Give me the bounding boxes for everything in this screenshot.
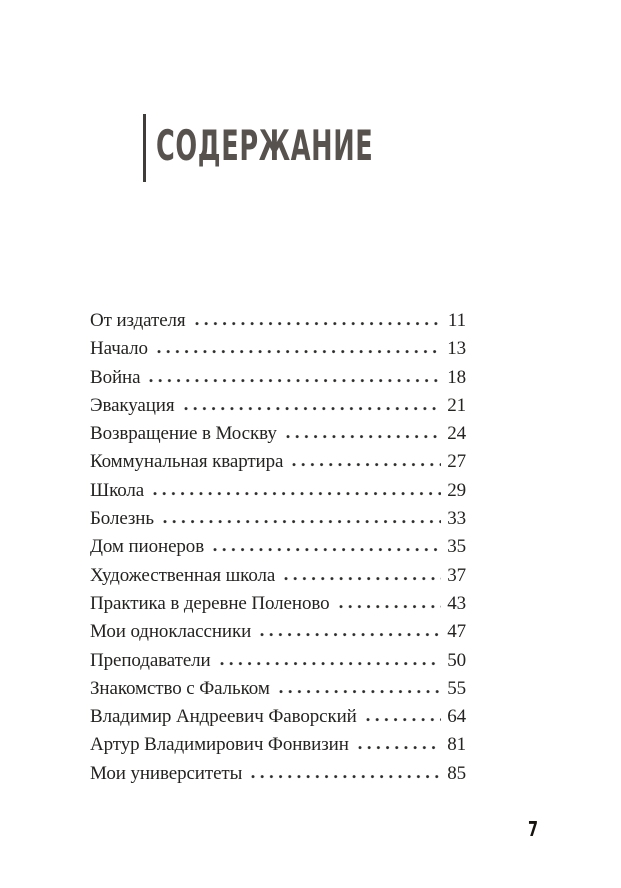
toc-entry: Преподаватели 50 <box>90 647 466 675</box>
toc-entry: Начало 13 <box>90 335 466 363</box>
toc-entry: Война 18 <box>90 364 466 392</box>
toc-entry: Дом пионеров 35 <box>90 533 466 561</box>
toc-entry: Артур Владимирович Фонвизин 81 <box>90 731 466 759</box>
dot-leader <box>357 745 442 751</box>
toc-entry-page: 13 <box>447 338 466 360</box>
dot-leader <box>183 405 442 411</box>
dot-leader <box>153 490 442 496</box>
dot-leader <box>285 434 442 440</box>
toc-entry-title: Практика в деревне Поленово <box>90 592 330 614</box>
dot-leader <box>365 717 442 723</box>
toc-entry-title: Мои одноклассники <box>90 621 252 643</box>
toc-entry: Мои университеты 85 <box>90 760 466 788</box>
toc-entry: От издателя 11 <box>90 307 466 335</box>
dot-leader <box>292 462 442 468</box>
toc-entry: Болезнь 33 <box>90 505 466 533</box>
toc-entry-page: 21 <box>447 394 466 416</box>
toc-entry-page: 64 <box>447 706 466 728</box>
dot-leader <box>284 575 442 581</box>
toc-entry-title: Знакомство с Фальком <box>90 677 270 699</box>
toc-entry-page: 35 <box>447 536 466 558</box>
toc-entry-page: 37 <box>447 564 466 586</box>
toc-entry-title: Артур Владимирович Фонвизин <box>90 734 349 756</box>
toc-entry-page: 29 <box>447 479 466 501</box>
page-title: СОДЕРЖАНИЕ <box>156 121 374 170</box>
toc-entry-page: 43 <box>447 592 466 614</box>
toc-entry: Владимир Андреевич Фаворский 64 <box>90 703 466 731</box>
toc-entry-page: 47 <box>447 621 466 643</box>
toc-entry-title: Дом пионеров <box>90 536 205 558</box>
toc-entry-page: 55 <box>447 677 466 699</box>
page-number: 7 <box>527 817 539 841</box>
dot-leader <box>338 603 442 609</box>
toc-entry: Практика в деревне Поленово 43 <box>90 590 466 618</box>
toc-entry-page: 24 <box>447 423 466 445</box>
table-of-contents: От издателя 11 Начало 13 Война 18 Эвакуа… <box>90 307 466 788</box>
toc-entry-title: Болезнь <box>90 508 154 530</box>
toc-entry-page: 85 <box>447 762 466 784</box>
toc-entry-page: 11 <box>447 310 466 331</box>
toc-entry-title: Эвакуация <box>90 394 175 416</box>
toc-entry: Знакомство с Фальком 55 <box>90 675 466 703</box>
toc-entry-page: 33 <box>447 508 466 530</box>
toc-entry-page: 27 <box>447 451 466 473</box>
dot-leader <box>219 660 442 666</box>
toc-entry-title: От издателя <box>90 310 186 331</box>
toc-entry: Художественная школа 37 <box>90 562 466 590</box>
dot-leader <box>194 321 442 326</box>
toc-entry: Мои одноклассники 47 <box>90 618 466 646</box>
toc-entry-title: Мои университеты <box>90 762 243 784</box>
toc-entry-title: Война <box>90 366 141 388</box>
toc-entry: Коммунальная квартира 27 <box>90 448 466 476</box>
toc-entry-title: Начало <box>90 338 148 360</box>
dot-leader <box>278 688 442 694</box>
toc-entry-title: Владимир Андреевич Фаворский <box>90 706 357 728</box>
dot-leader <box>156 349 442 355</box>
title-accent-bar <box>143 114 146 182</box>
toc-entry-title: Художественная школа <box>90 564 276 586</box>
dot-leader <box>213 547 442 553</box>
dot-leader <box>251 773 442 779</box>
dot-leader <box>260 632 442 638</box>
toc-entry: Школа 29 <box>90 477 466 505</box>
dot-leader <box>149 377 442 383</box>
toc-entry-title: Преподаватели <box>90 649 211 671</box>
toc-entry-title: Возвращение в Москву <box>90 423 277 445</box>
toc-entry: Возвращение в Москву 24 <box>90 420 466 448</box>
toc-entry: Эвакуация 21 <box>90 392 466 420</box>
toc-entry-title: Школа <box>90 479 145 501</box>
toc-entry-title: Коммунальная квартира <box>90 451 284 473</box>
toc-entry-page: 50 <box>447 649 466 671</box>
toc-entry-page: 81 <box>447 734 466 756</box>
toc-entry-page: 18 <box>447 366 466 388</box>
dot-leader <box>162 519 442 525</box>
